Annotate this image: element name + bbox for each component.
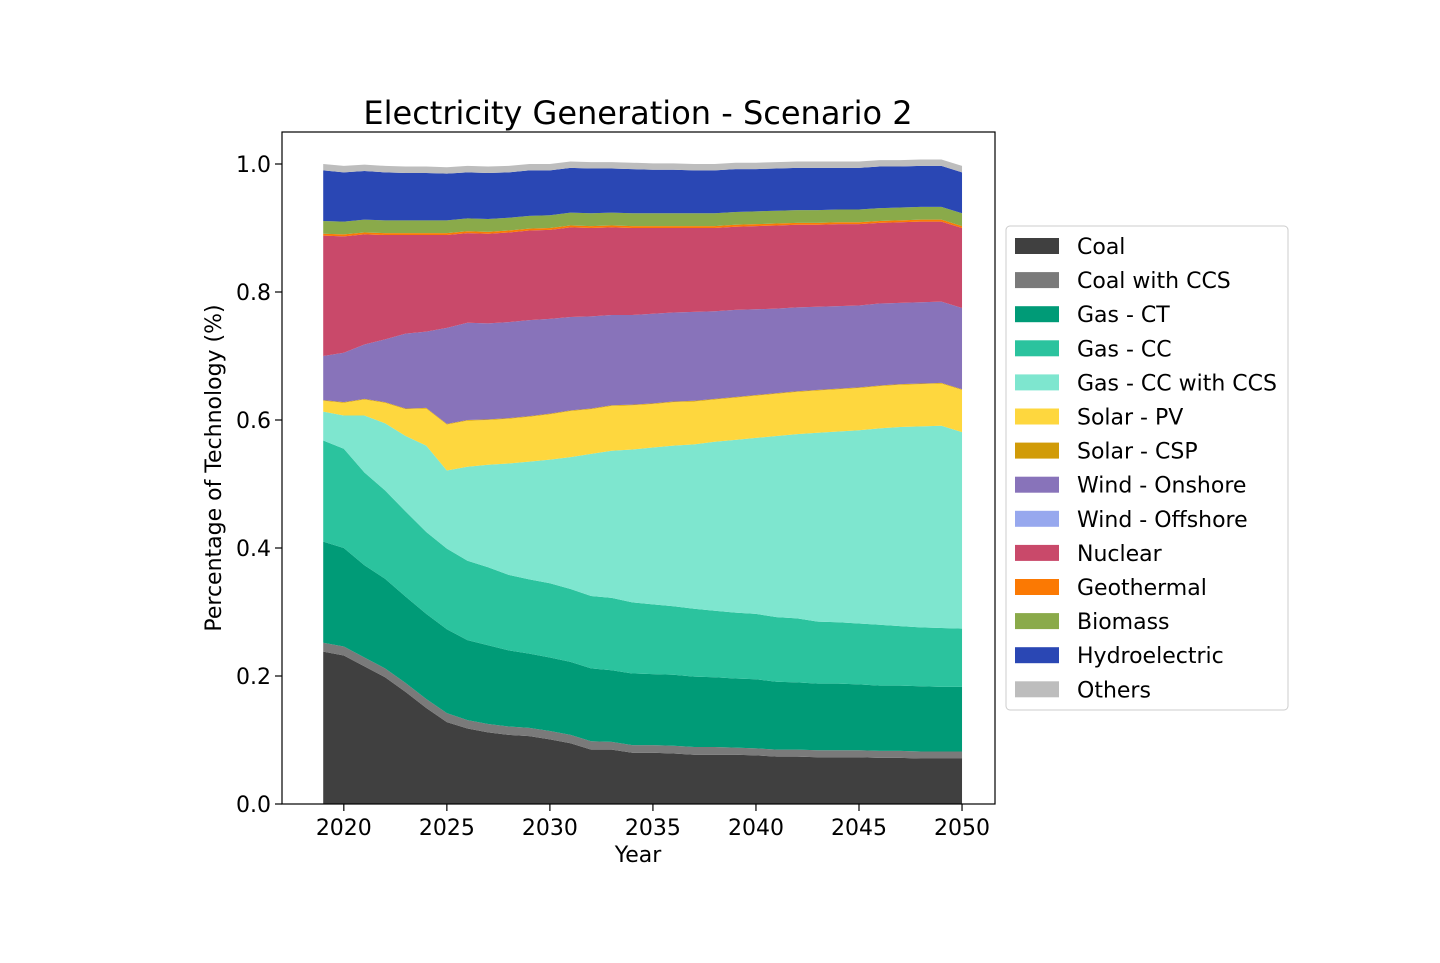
legend-label-coal-with-ccs: Coal with CCS <box>1077 269 1231 294</box>
legend-swatch-geothermal <box>1015 579 1059 595</box>
y-axis: 0.0 0.2 0.4 0.6 0.8 1.0 <box>236 153 282 818</box>
area-coal <box>323 651 963 804</box>
legend-label-wind-onshore: Wind - Onshore <box>1077 474 1246 499</box>
legend-label-nuclear: Nuclear <box>1077 542 1163 567</box>
y-tick-label: 0.0 <box>236 793 271 818</box>
legend-label-wind-offshore: Wind - Offshore <box>1077 508 1248 533</box>
legend-label-coal: Coal <box>1077 235 1125 260</box>
area-gas-ct <box>323 541 963 752</box>
legend-swatch-coal <box>1015 238 1059 254</box>
legend-swatch-solar-pv <box>1015 408 1059 425</box>
legend-swatch-nuclear <box>1015 544 1059 561</box>
chart-title: Electricity Generation - Scenario 2 <box>363 94 912 132</box>
legend-label-gas-cc: Gas - CC <box>1077 337 1172 362</box>
legend-label-solar-pv: Solar - PV <box>1077 406 1183 431</box>
area-coal-with-ccs <box>323 642 963 759</box>
x-tick-label: 2035 <box>625 816 681 841</box>
y-tick-label: 1.0 <box>236 153 271 178</box>
x-axis: 2020 2025 2030 2035 2040 2045 2050 <box>316 804 990 841</box>
legend-swatch-others <box>1015 681 1059 698</box>
x-tick-label: 2030 <box>522 816 578 841</box>
area-nuclear <box>323 221 963 356</box>
legend-label-solar-csp: Solar - CSP <box>1077 440 1198 465</box>
area-hydroelectric <box>323 165 963 222</box>
y-tick-label: 0.2 <box>236 665 271 690</box>
legend-frame <box>1005 225 1289 711</box>
y-axis-label: Percentage of Technology (%) <box>202 304 227 631</box>
area-geothermal <box>323 219 963 237</box>
legend-label-biomass: Biomass <box>1077 610 1170 635</box>
area-gas-cc <box>323 440 963 687</box>
legend-swatch-wind-onshore <box>1015 476 1059 493</box>
x-tick-label: 2025 <box>419 816 475 841</box>
x-tick-label: 2040 <box>728 816 784 841</box>
y-tick-label: 0.4 <box>236 537 271 562</box>
legend-swatch-biomass <box>1015 613 1059 630</box>
legend-swatch-hydroelectric <box>1015 647 1059 664</box>
area-biomass <box>323 206 963 235</box>
x-tick-label: 2045 <box>831 816 887 841</box>
legend-swatch-gas-cc <box>1015 340 1059 357</box>
legend-label-gas-ct: Gas - CT <box>1077 303 1170 328</box>
y-tick-label: 0.6 <box>236 409 271 434</box>
legend-swatch-gas-ct <box>1015 306 1059 323</box>
area-others <box>323 159 963 174</box>
area-series-group <box>323 159 963 804</box>
legend-label-gas-cc-with-ccs: Gas - CC with CCS <box>1077 371 1277 396</box>
legend: Coal Coal with CCS Gas - CT Gas - CC Gas - C… <box>1005 225 1289 711</box>
legend-swatch-coal-with-ccs <box>1015 272 1059 289</box>
x-axis-label: Year <box>614 843 663 868</box>
legend-swatch-gas-cc-with-ccs <box>1015 374 1059 391</box>
y-tick-label: 0.8 <box>236 281 271 306</box>
plot-frame <box>281 131 996 805</box>
legend-label-hydroelectric: Hydroelectric <box>1077 644 1224 669</box>
legend-swatch-solar-csp <box>1015 442 1059 459</box>
area-solar-pv <box>323 383 963 471</box>
legend-label-others: Others <box>1077 678 1151 703</box>
legend-label-geothermal: Geothermal <box>1077 576 1207 601</box>
area-gas-cc-with-ccs <box>323 411 963 629</box>
area-wind-onshore <box>323 301 963 424</box>
x-tick-label: 2020 <box>316 816 372 841</box>
legend-swatch-wind-offshore <box>1015 510 1059 527</box>
x-tick-label: 2050 <box>934 816 990 841</box>
